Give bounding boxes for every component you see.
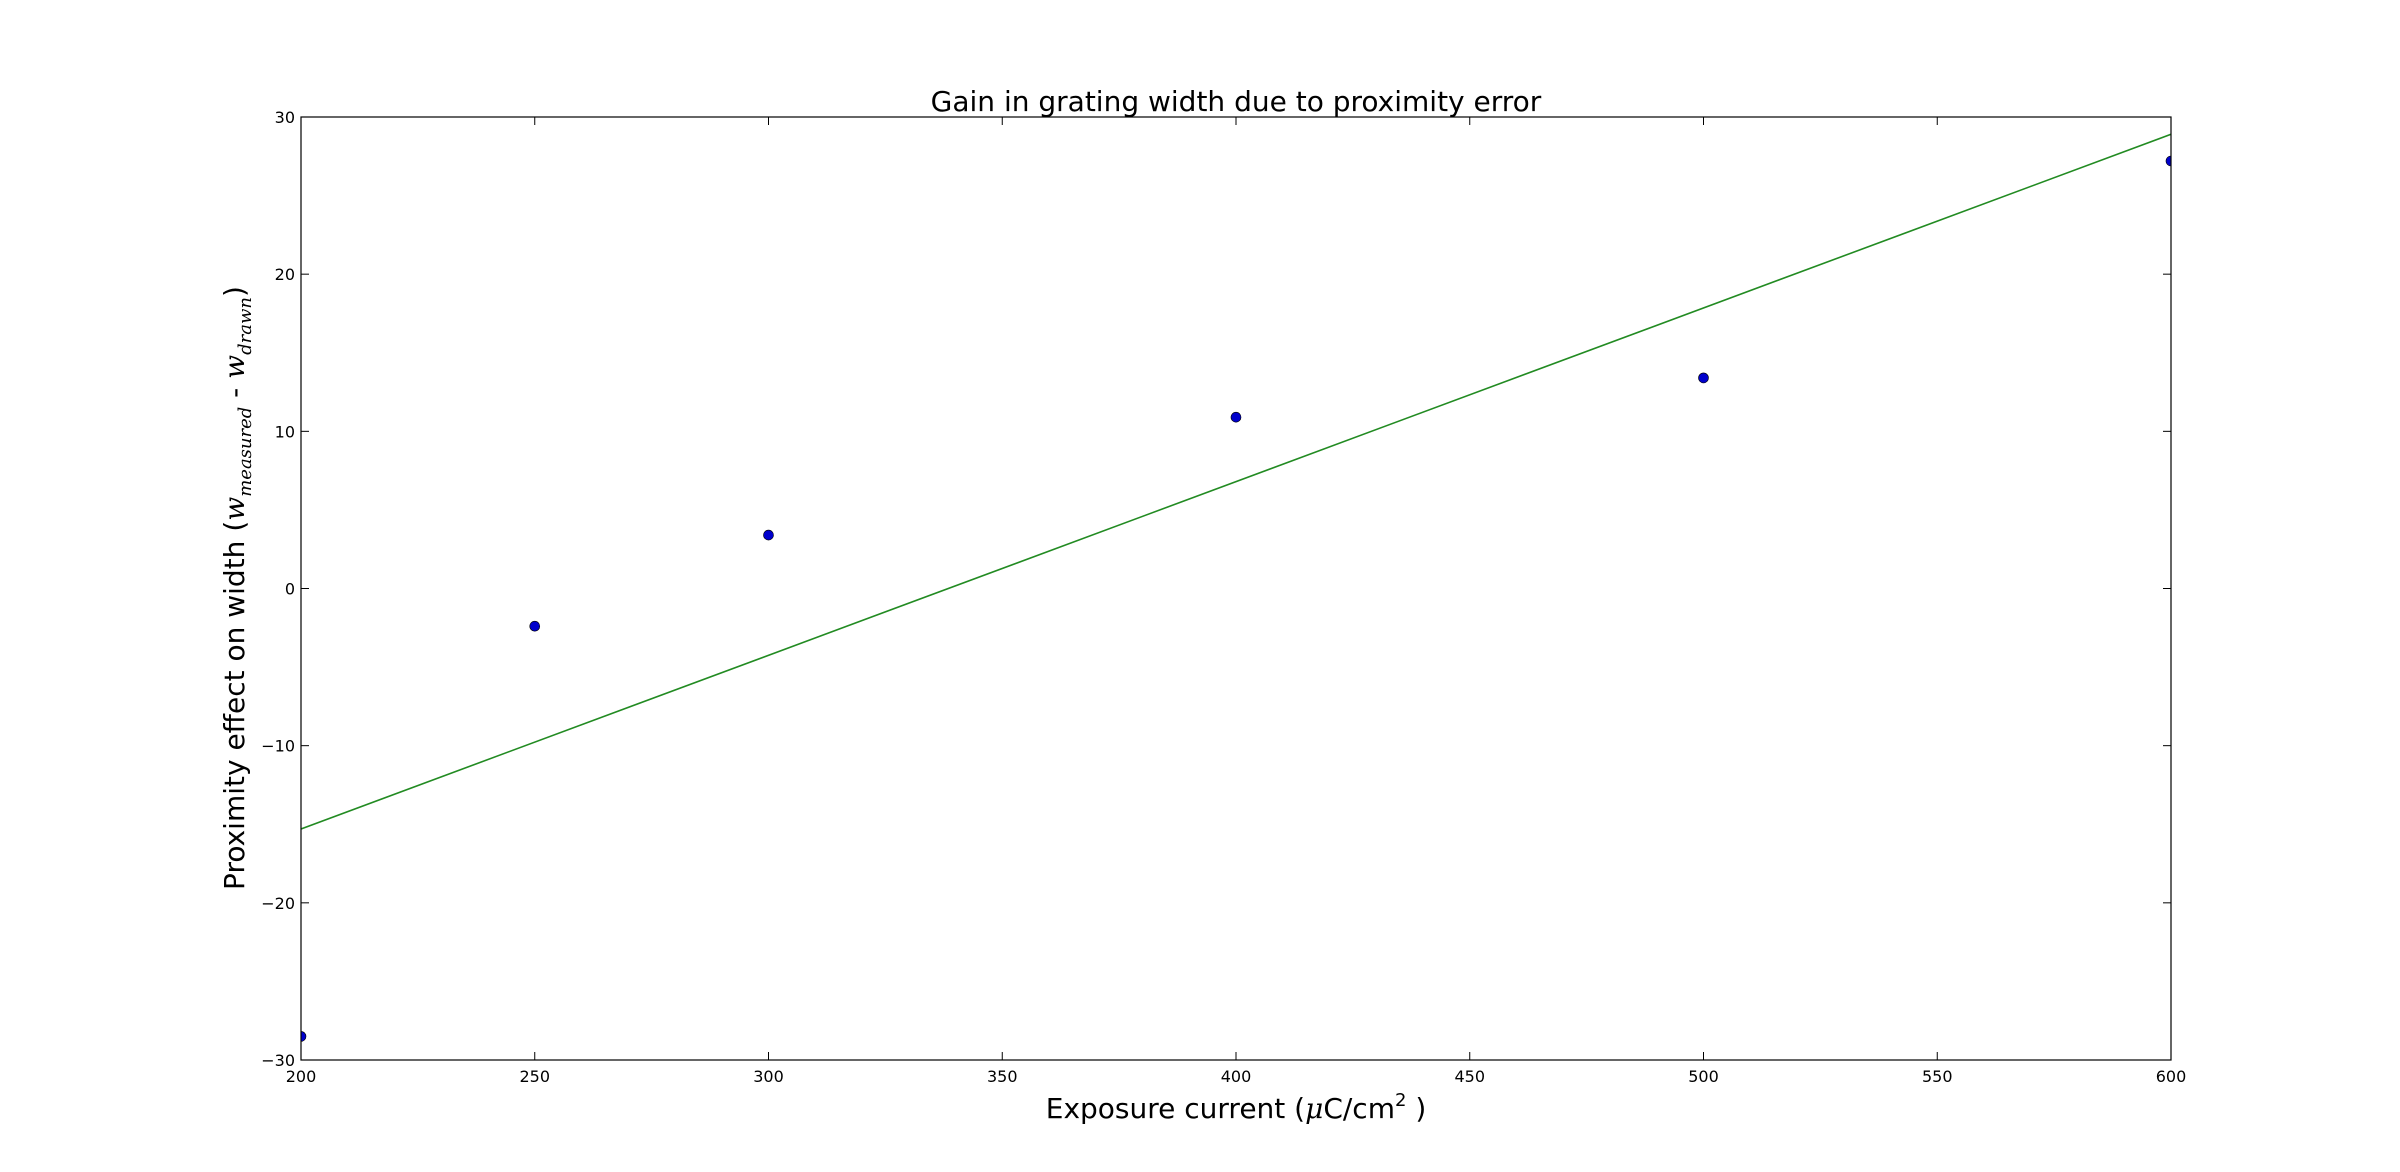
y-tick-label: −10: [261, 737, 295, 756]
plot-area-border: [300, 116, 2172, 1061]
x-tick-label: 300: [753, 1067, 784, 1086]
y-axis-label-sub1: measured: [235, 407, 256, 497]
y-tick-label: 30: [275, 108, 295, 127]
data-point: [2165, 155, 2171, 167]
y-axis-label-pre: Proximity effect on width (: [218, 521, 251, 890]
x-tick-label: 250: [519, 1067, 550, 1086]
data-point: [301, 1031, 307, 1042]
x-tick-label: 400: [1221, 1067, 1252, 1086]
y-axis-label-mid: -: [218, 379, 251, 407]
y-axis-label: Proximity effect on width (wmeasured - w…: [218, 286, 256, 890]
chart-title: Gain in grating width due to proximity e…: [931, 85, 1542, 118]
y-axis-label-sub2: drawn: [235, 297, 256, 355]
x-axis-label-sup: 2: [1395, 1090, 1406, 1111]
x-axis-label: Exposure current (μC/cm2 ): [1046, 1090, 1427, 1125]
y-tick-label: 20: [275, 265, 295, 284]
y-tick-label: 10: [275, 422, 295, 441]
y-tick-label: −30: [261, 1051, 295, 1070]
x-axis-label-mu: μ: [1305, 1092, 1323, 1125]
ticks: 200 250 300 350 400 450 500 550 600 −30 −20 −10 0 10 2…: [261, 108, 2186, 1086]
y-axis-label-w2: w: [218, 355, 251, 379]
series-layer: [301, 133, 2171, 1042]
x-tick-label: 350: [987, 1067, 1018, 1086]
y-tick-label: 0: [285, 580, 295, 599]
fit-line: [301, 133, 2171, 830]
data-point: [763, 529, 774, 541]
x-tick-label: 500: [1688, 1067, 1719, 1086]
x-tick-label: 200: [286, 1067, 317, 1086]
y-axis-label-w1: w: [218, 497, 251, 521]
y-tick-label: −20: [261, 894, 295, 913]
data-point: [1230, 411, 1242, 423]
x-tick-label: 600: [2156, 1067, 2187, 1086]
x-axis-label-post: ): [1406, 1092, 1426, 1125]
plot-frame: [300, 116, 2172, 1061]
y-axis-label-post: ): [218, 286, 251, 297]
x-axis-label-pre: Exposure current (: [1046, 1092, 1305, 1125]
data-point: [529, 620, 541, 632]
x-tick-label: 550: [1922, 1067, 1953, 1086]
x-tick-label: 450: [1454, 1067, 1485, 1086]
x-axis-label-unit: C/cm: [1323, 1092, 1395, 1125]
data-point: [1698, 372, 1709, 384]
